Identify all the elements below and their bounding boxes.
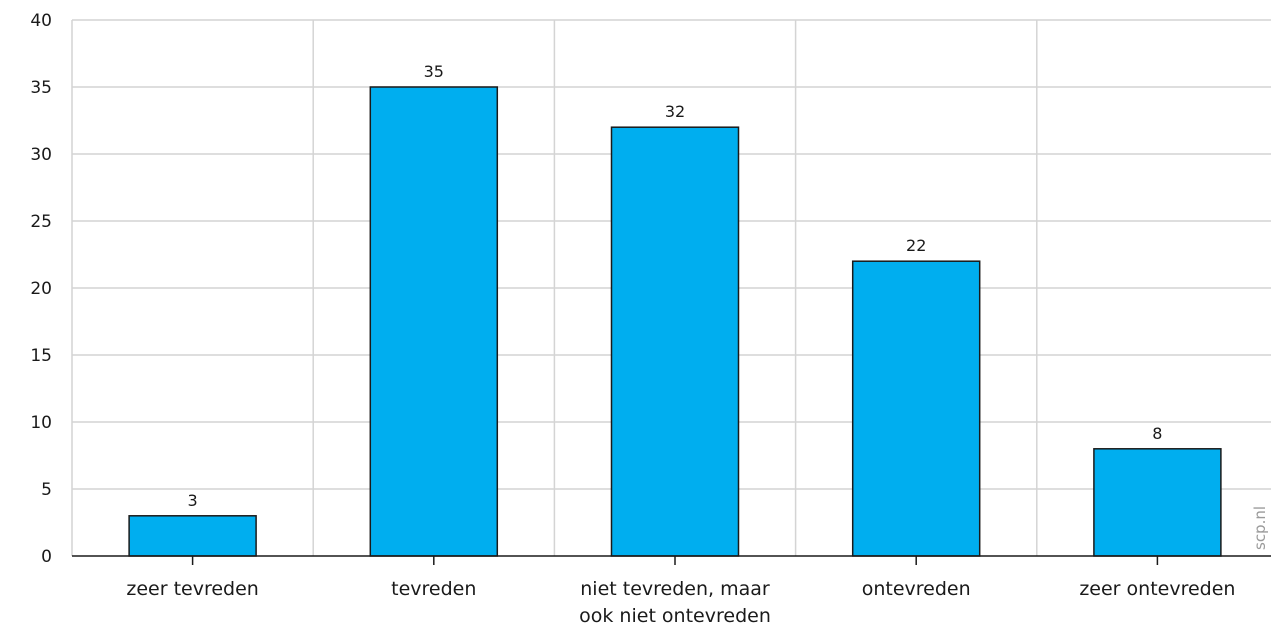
y-tick-label: 5 — [41, 480, 52, 500]
bar — [851, 260, 981, 557]
bar — [610, 126, 740, 557]
x-tick-label: niet tevreden, maar — [580, 578, 770, 600]
data-label: 8 — [1152, 424, 1162, 443]
y-tick-label: 25 — [30, 212, 52, 232]
y-axis-ticks: 0 5 10 15 20 25 30 35 40 — [30, 11, 52, 567]
bar — [128, 515, 257, 557]
x-tick-label: zeer ontevreden — [1079, 578, 1235, 600]
bars — [128, 86, 1222, 557]
data-labels: 3 35 32 22 8 — [188, 62, 1163, 510]
x-tick-label: tevreden — [391, 578, 476, 600]
data-label: 22 — [906, 236, 926, 255]
bar — [369, 86, 499, 557]
x-tick-label: ontevreden — [862, 578, 971, 600]
bar — [1093, 448, 1222, 557]
data-label: 35 — [424, 62, 444, 81]
x-axis-ticks: zeer tevreden tevreden niet tevreden, maar… — [126, 556, 1235, 627]
watermark: scp.nl — [1251, 506, 1269, 550]
y-tick-label: 40 — [30, 11, 52, 31]
x-tick-label: ook niet ontevreden — [579, 605, 771, 627]
data-label: 32 — [665, 102, 685, 121]
y-tick-label: 10 — [30, 413, 52, 433]
y-tick-label: 35 — [30, 78, 52, 98]
x-tick-label: zeer tevreden — [126, 578, 258, 600]
y-tick-label: 30 — [30, 145, 52, 165]
y-tick-label: 15 — [30, 346, 52, 366]
data-label: 3 — [188, 491, 198, 510]
y-tick-label: 20 — [30, 279, 52, 299]
y-tick-label: 0 — [41, 547, 52, 567]
